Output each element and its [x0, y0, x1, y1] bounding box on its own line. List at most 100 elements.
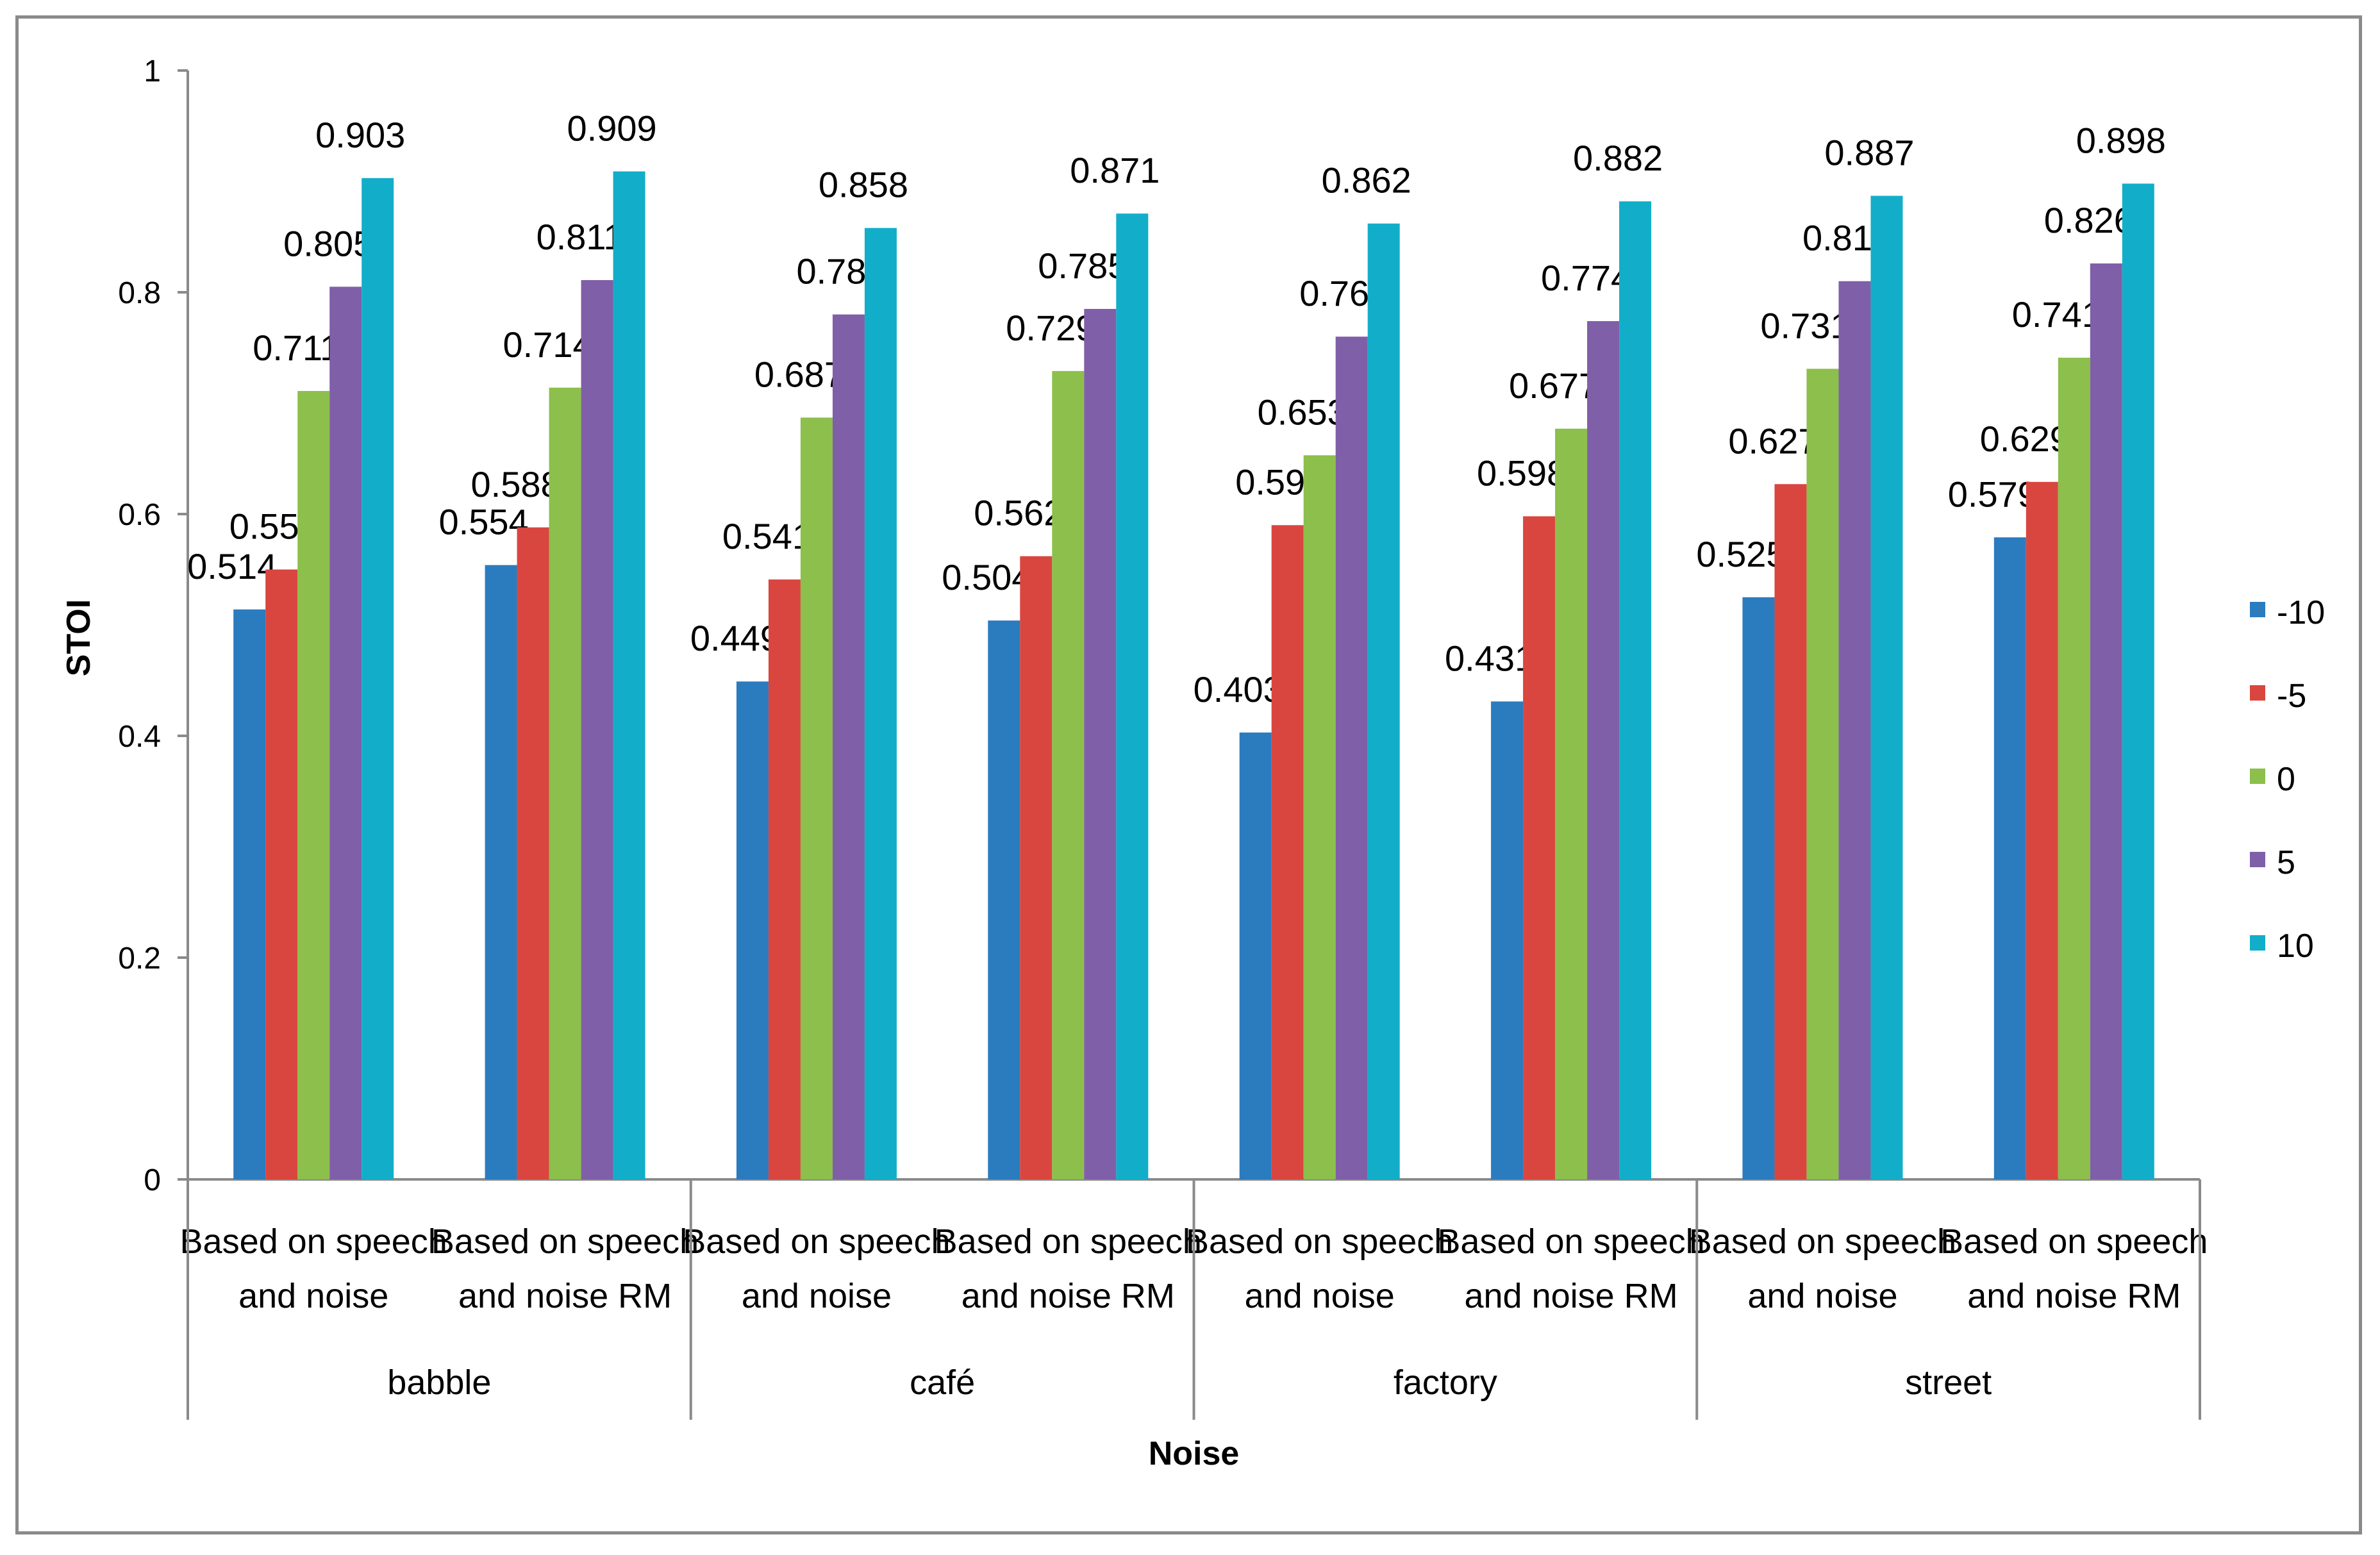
- data-label: 0.627: [1728, 420, 1818, 461]
- data-label: 0.774: [1541, 258, 1631, 298]
- bar-m5-3: [1020, 556, 1053, 1179]
- category-label-line2: and noise: [1747, 1277, 1897, 1315]
- data-label: 0.403: [1194, 669, 1283, 710]
- y-tick-label: 1: [144, 54, 161, 88]
- group-label-3: street: [1905, 1363, 1992, 1402]
- data-label: 0.714: [503, 324, 592, 365]
- data-label: 0.554: [438, 502, 528, 542]
- bar-5-0: [329, 287, 362, 1180]
- bar-10-1: [613, 171, 645, 1180]
- bar-5-4: [1335, 337, 1368, 1180]
- data-label: 0.729: [1006, 308, 1095, 348]
- legend-label-2: 0: [2277, 761, 2295, 798]
- legend-label-4: 10: [2277, 927, 2314, 965]
- bar-m10-1: [485, 565, 517, 1179]
- data-label: 0.805: [283, 223, 373, 263]
- bar-0-1: [549, 387, 581, 1179]
- bar-0-0: [297, 390, 330, 1179]
- data-label: 0.785: [1038, 245, 1128, 286]
- data-label: 0.711: [253, 328, 340, 368]
- bar-m5-2: [768, 579, 801, 1179]
- category-label-line1: Based on speech: [1437, 1222, 1704, 1261]
- data-label: 0.562: [974, 493, 1063, 533]
- bar-0-2: [800, 417, 833, 1179]
- bar-m10-5: [1491, 701, 1524, 1179]
- category-label-line1: Based on speech: [935, 1222, 1202, 1261]
- legend-swatch-2: [2250, 769, 2265, 784]
- chart-frame: [15, 15, 2362, 1534]
- bar-0-7: [2058, 358, 2090, 1179]
- data-label: 0.887: [1824, 132, 1914, 172]
- data-label: 0.653: [1258, 392, 1347, 432]
- data-label: 0.898: [2076, 120, 2166, 160]
- category-label-line2: and noise: [238, 1277, 388, 1315]
- bar-0-5: [1555, 428, 1588, 1179]
- legend-label-0: -10: [2277, 594, 2325, 631]
- data-label: 0.504: [942, 557, 1031, 597]
- data-label: 0.909: [567, 108, 656, 148]
- bar-m5-5: [1523, 516, 1556, 1180]
- x-axis-title: Noise: [1149, 1435, 1240, 1472]
- bar-5-2: [832, 314, 865, 1180]
- bar-m10-2: [736, 681, 769, 1179]
- bar-5-6: [1838, 281, 1871, 1180]
- bar-10-6: [1870, 195, 1903, 1179]
- legend-swatch-0: [2250, 602, 2265, 617]
- bar-5-3: [1084, 308, 1117, 1180]
- category-label-line2: and noise: [742, 1277, 892, 1315]
- bar-m5-0: [265, 569, 298, 1179]
- legend-swatch-3: [2250, 852, 2265, 867]
- data-label: 0.55: [229, 506, 299, 547]
- bar-m10-6: [1742, 597, 1775, 1179]
- legend-swatch-1: [2250, 685, 2265, 701]
- group-label-1: café: [910, 1363, 975, 1402]
- data-label: 0.741: [2012, 294, 2102, 335]
- data-label: 0.871: [1070, 150, 1160, 190]
- y-tick-label: 0: [144, 1163, 161, 1197]
- data-label: 0.811: [537, 217, 624, 257]
- bar-0-4: [1303, 455, 1336, 1179]
- bar-0-3: [1052, 370, 1085, 1179]
- bar-0-6: [1806, 369, 1839, 1179]
- bar-m5-7: [2026, 481, 2058, 1179]
- bar-m5-6: [1774, 484, 1807, 1179]
- data-label: 0.598: [1477, 453, 1567, 493]
- bar-m10-3: [988, 620, 1020, 1179]
- category-label-line1: Based on speech: [431, 1222, 699, 1261]
- bar-5-7: [2090, 263, 2122, 1179]
- data-label: 0.677: [1509, 365, 1599, 406]
- data-label: 0.687: [754, 354, 844, 394]
- bar-10-3: [1116, 213, 1149, 1179]
- y-tick-label: 0.2: [118, 942, 161, 976]
- data-label: 0.81: [1802, 218, 1872, 258]
- data-label: 0.449: [690, 618, 780, 658]
- bar-10-7: [2122, 183, 2154, 1180]
- category-label-line1: Based on speech: [180, 1222, 447, 1261]
- data-label: 0.862: [1322, 160, 1411, 201]
- data-label: 0.882: [1573, 138, 1663, 178]
- y-axis-title: STOI: [60, 599, 97, 676]
- data-label: 0.76: [1299, 273, 1369, 313]
- bar-5-5: [1587, 320, 1620, 1180]
- group-label-2: factory: [1394, 1363, 1497, 1402]
- bar-10-4: [1367, 223, 1400, 1179]
- bar-m5-1: [517, 527, 549, 1179]
- data-label: 0.588: [470, 464, 560, 504]
- category-label-line2: and noise RM: [1464, 1277, 1677, 1315]
- data-label: 0.514: [187, 546, 277, 586]
- bar-m10-0: [233, 609, 266, 1179]
- category-label-line1: Based on speech: [683, 1222, 950, 1261]
- category-label-line1: Based on speech: [1689, 1222, 1956, 1261]
- category-label-line1: Based on speech: [1940, 1222, 2208, 1261]
- category-label-line2: and noise RM: [961, 1277, 1175, 1315]
- data-label: 0.525: [1696, 534, 1786, 574]
- bar-m10-4: [1239, 732, 1272, 1179]
- data-label: 0.78: [796, 251, 866, 292]
- data-label: 0.903: [315, 115, 405, 155]
- legend-swatch-4: [2250, 935, 2265, 951]
- category-label-line2: and noise RM: [458, 1277, 672, 1315]
- y-tick-label: 0.8: [118, 276, 161, 310]
- bar-m5-4: [1271, 525, 1304, 1179]
- data-label: 0.431: [1445, 638, 1535, 678]
